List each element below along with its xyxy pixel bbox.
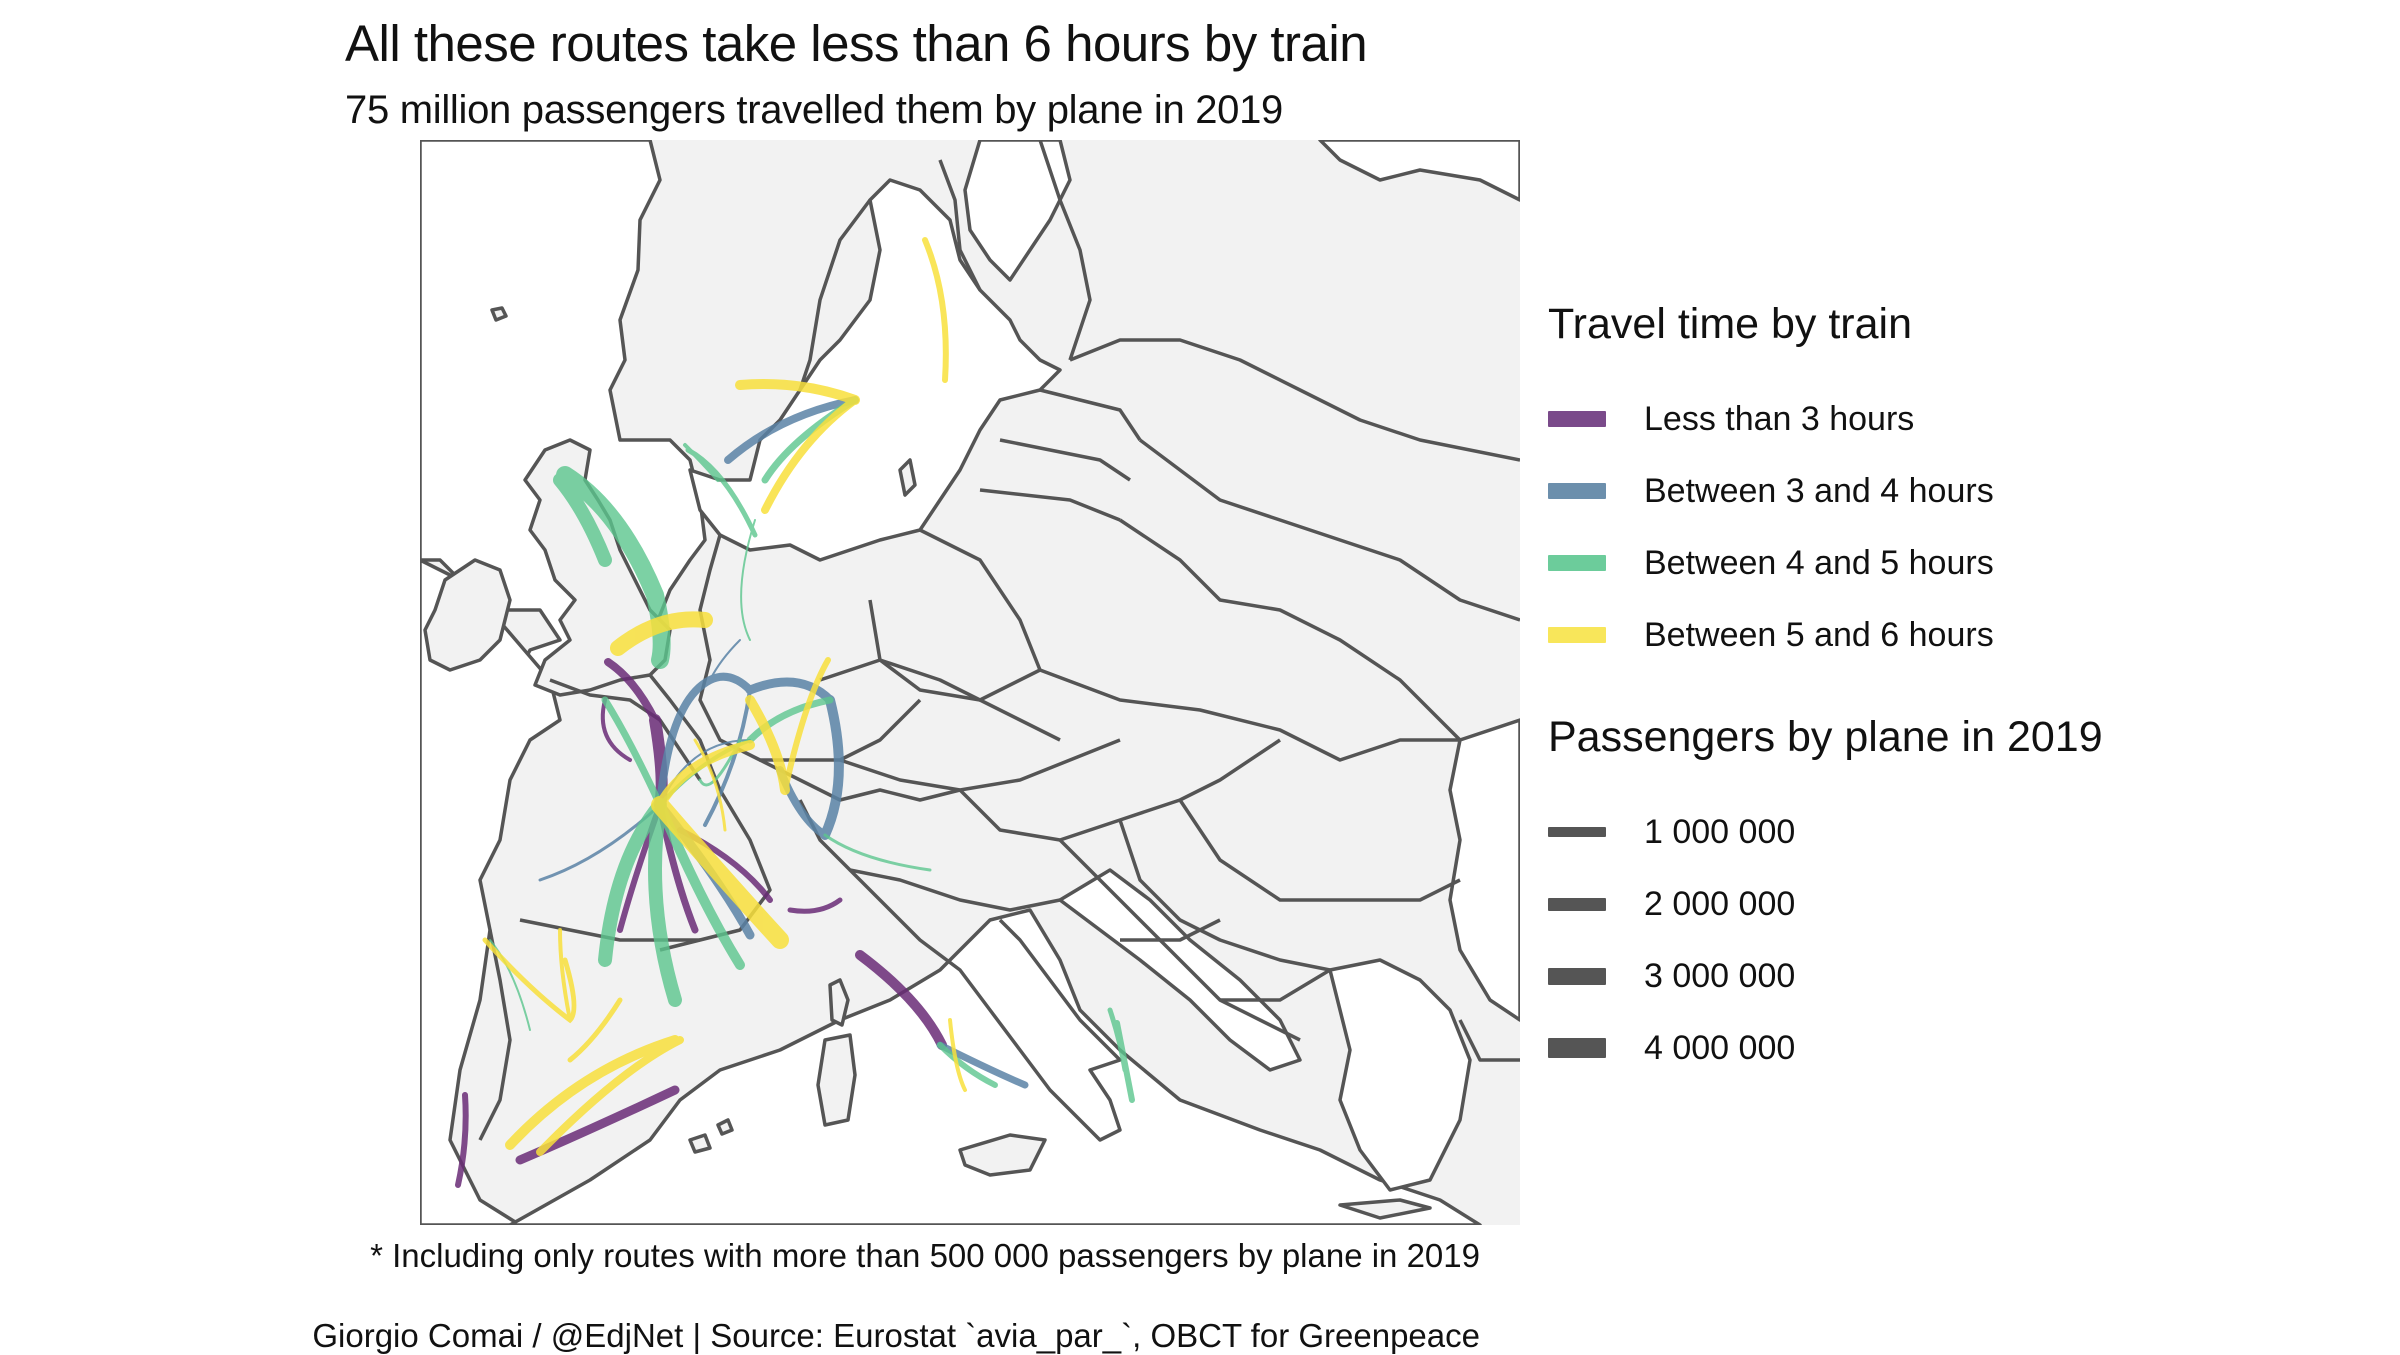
- route: [601, 696, 664, 809]
- route: [740, 519, 756, 641]
- route: [655, 740, 755, 810]
- legend-color-item: Between 4 and 5 hours: [1548, 527, 2368, 599]
- legend-size-item: 3 000 000: [1548, 940, 2368, 1012]
- route: [536, 1036, 684, 1156]
- route: [703, 688, 752, 827]
- legend: Travel time by train Less than 3 hours Be…: [1548, 300, 2368, 1084]
- route: [658, 803, 737, 902]
- legend-color-label: Between 5 and 6 hours: [1644, 615, 1994, 654]
- legend-color-item: Between 5 and 6 hours: [1548, 599, 2368, 671]
- route: [820, 695, 844, 840]
- route: [787, 897, 843, 914]
- route: [567, 997, 623, 1063]
- legend-size-swatch: [1548, 967, 1606, 985]
- route: [656, 672, 754, 809]
- legend-size-label: 2 000 000: [1644, 884, 1796, 923]
- route: [648, 798, 682, 1007]
- route: [553, 473, 612, 567]
- legend-color-swatch: [1548, 483, 1606, 499]
- legend-color: Travel time by train Less than 3 hours Be…: [1548, 300, 2368, 671]
- route: [724, 396, 859, 464]
- route: [745, 677, 835, 705]
- route: [782, 657, 831, 793]
- route: [761, 396, 859, 514]
- legend-color-item: Between 3 and 4 hours: [1548, 455, 2368, 527]
- routes-3-to-4h: [538, 396, 1029, 1089]
- country-borders: [478, 140, 1520, 1142]
- route: [936, 1041, 1029, 1089]
- legend-color-item: Less than 3 hours: [1548, 383, 2368, 455]
- route: [948, 1018, 967, 1092]
- route: [746, 696, 834, 744]
- route: [735, 379, 860, 405]
- route: [855, 950, 947, 1050]
- route: [709, 639, 741, 681]
- legend-size-swatch: [1548, 827, 1606, 837]
- legend-size-item: 4 000 000: [1548, 1012, 2368, 1084]
- legend-size-label: 4 000 000: [1644, 1028, 1796, 1067]
- legend-size-title: Passengers by plane in 2019: [1548, 713, 2103, 761]
- legend-size-item: 2 000 000: [1548, 868, 2368, 940]
- legend-color-swatch: [1548, 555, 1606, 571]
- legend-color-label: Between 3 and 4 hours: [1644, 471, 1994, 510]
- legend-size-swatch: [1548, 897, 1606, 911]
- map-title: All these routes take less than 6 hours …: [345, 15, 1368, 72]
- routes-5-to-6h: [482, 237, 967, 1156]
- route: [823, 833, 932, 872]
- legend-size-swatch: [1548, 1038, 1606, 1058]
- route: [685, 447, 758, 538]
- route: [558, 928, 572, 1022]
- legend-color-label: Less than 3 hours: [1644, 399, 1915, 438]
- route: [693, 738, 727, 832]
- route: [600, 698, 632, 762]
- route: [556, 466, 671, 669]
- source-credit: Giorgio Comai / @EdjNet | Source: Eurost…: [312, 1317, 1480, 1354]
- route: [455, 1092, 469, 1188]
- caption: * Including only routes with more than 5…: [370, 1237, 1480, 1274]
- legend-size-item: 1 000 000: [1548, 796, 2368, 868]
- legend-size-label: 1 000 000: [1644, 812, 1796, 851]
- map-subtitle: 75 million passengers travelled them by …: [345, 88, 1284, 132]
- legend-color-label: Between 4 and 5 hours: [1644, 543, 1994, 582]
- legend-color-title: Travel time by train: [1548, 300, 1913, 348]
- route: [1107, 1007, 1128, 1073]
- legend-size: Passengers by plane in 2019 1 000 000 2 0…: [1548, 713, 2368, 1084]
- route: [922, 237, 949, 383]
- route: [598, 798, 667, 967]
- route: [505, 1035, 680, 1150]
- route: [604, 658, 659, 724]
- europe-map: [420, 140, 1520, 1225]
- route: [937, 1042, 998, 1088]
- route: [610, 611, 713, 656]
- legend-color-swatch: [1548, 627, 1606, 643]
- legend-color-swatch: [1548, 411, 1606, 427]
- route: [745, 695, 790, 795]
- legend-size-label: 3 000 000: [1644, 956, 1796, 995]
- route: [489, 939, 531, 1031]
